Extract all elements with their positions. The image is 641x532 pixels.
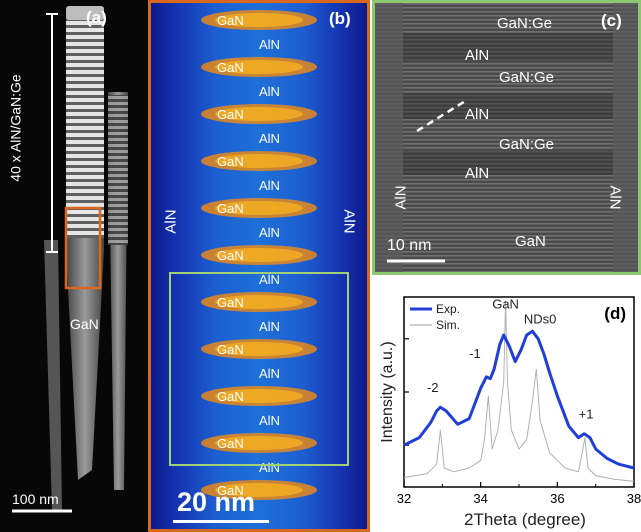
peak-annotation: GaN (492, 296, 519, 311)
gan-label-a: GaN (70, 316, 99, 332)
series-sim-line (403, 300, 635, 482)
side-label-right-b: AlN (340, 209, 358, 234)
superlattice-stack (66, 18, 104, 238)
label-c-4: GaN:Ge (499, 136, 555, 153)
layer-label: AlN (259, 130, 280, 146)
side-label-right-c: AlN (606, 185, 624, 210)
layer-label: GaN (217, 436, 244, 451)
x-tick-label: 34 (473, 491, 487, 506)
peak-annotation: +1 (579, 407, 594, 422)
layer-label: AlN (259, 412, 280, 428)
panel-c-hrtem: (c) GaN:Ge AlN GaN:Ge AlN GaN:Ge AlN AlN… (372, 0, 641, 275)
layer-label: GaN (217, 201, 244, 216)
inset-region-box (169, 272, 349, 466)
x-tick-label: 38 (627, 491, 641, 506)
nanowire-image (12, 6, 128, 513)
y-axis-label: Intensity (a.u.) (379, 341, 396, 442)
gan-bands (201, 10, 317, 500)
panel-a-sem-image: (a) 40 x AlN/GaN:Ge GaN 100 nm (0, 0, 148, 532)
panel-a-letter: (a) (86, 8, 107, 27)
peak-annotation: -2 (427, 380, 439, 395)
layer-label: GaN (217, 13, 244, 28)
layer-label: AlN (259, 177, 280, 193)
scalebar-text-b: 20 nm (177, 487, 256, 517)
nanowire-left (44, 240, 62, 510)
panel-d-letter: (d) (604, 304, 626, 323)
superlattice-label: 40 x AlN/GaN:Ge (7, 74, 24, 182)
layer-label: AlN (259, 459, 280, 475)
layer-label: AlN (259, 365, 280, 381)
layer-label: GaN (217, 248, 244, 263)
zoom-region-box (64, 206, 102, 290)
panel-c-letter: (c) (601, 11, 622, 30)
x-axis-label: 2Theta (degree) (464, 510, 586, 529)
series-exp-line (403, 329, 635, 470)
layer-label: GaN (217, 342, 244, 357)
layer-label: GaN (217, 107, 244, 122)
label-c-2: GaN:Ge (499, 69, 555, 86)
layer-label: AlN (259, 318, 280, 334)
layer-label: AlN (259, 224, 280, 240)
layer-label: AlN (259, 36, 280, 52)
peak-annotation: NDs0 (524, 312, 557, 327)
layer-label: GaN (217, 295, 244, 310)
dashed-interface-line (416, 98, 468, 133)
scalebar-line-b (173, 520, 269, 523)
layer-label: GaN (217, 483, 244, 498)
side-label-left-c: AlN (392, 185, 410, 210)
scalebar-text-a: 100 nm (12, 491, 59, 507)
xrd-chart: 32 34 36 38 2Theta (degree) Intensity (a.u.) E… (379, 296, 641, 529)
gan-label-c: GaN (515, 233, 546, 250)
label-c-0: GaN:Ge (497, 15, 553, 32)
layer-label: GaN (217, 389, 244, 404)
legend-label: Exp. (436, 302, 460, 316)
panel-d-xrd-chart: 32 34 36 38 2Theta (degree) Intensity (a.u.) E… (372, 275, 641, 532)
hrtem-image (375, 3, 638, 272)
layer-label: AlN (259, 271, 280, 287)
panel-b-letter: (b) (329, 9, 351, 28)
label-c-3: AlN (465, 106, 490, 123)
scalebar-text-c: 10 nm (387, 237, 432, 254)
x-tick-label: 32 (397, 491, 411, 506)
legend-label: Sim. (436, 318, 460, 332)
x-tick-label: 36 (550, 491, 564, 506)
layer-label: AlN (259, 83, 280, 99)
peak-annotation: -1 (469, 346, 481, 361)
label-c-5: AlN (465, 165, 490, 182)
layer-label: GaN (217, 60, 244, 75)
side-label-left-b: AlN (162, 209, 180, 234)
panel-b-eds-map: (b) GaN AlN GaN AlN GaN AlN GaN AlN GaN AlN GaN AlN… (148, 0, 370, 532)
label-c-1: AlN (465, 47, 490, 64)
layer-label: GaN (217, 154, 244, 169)
